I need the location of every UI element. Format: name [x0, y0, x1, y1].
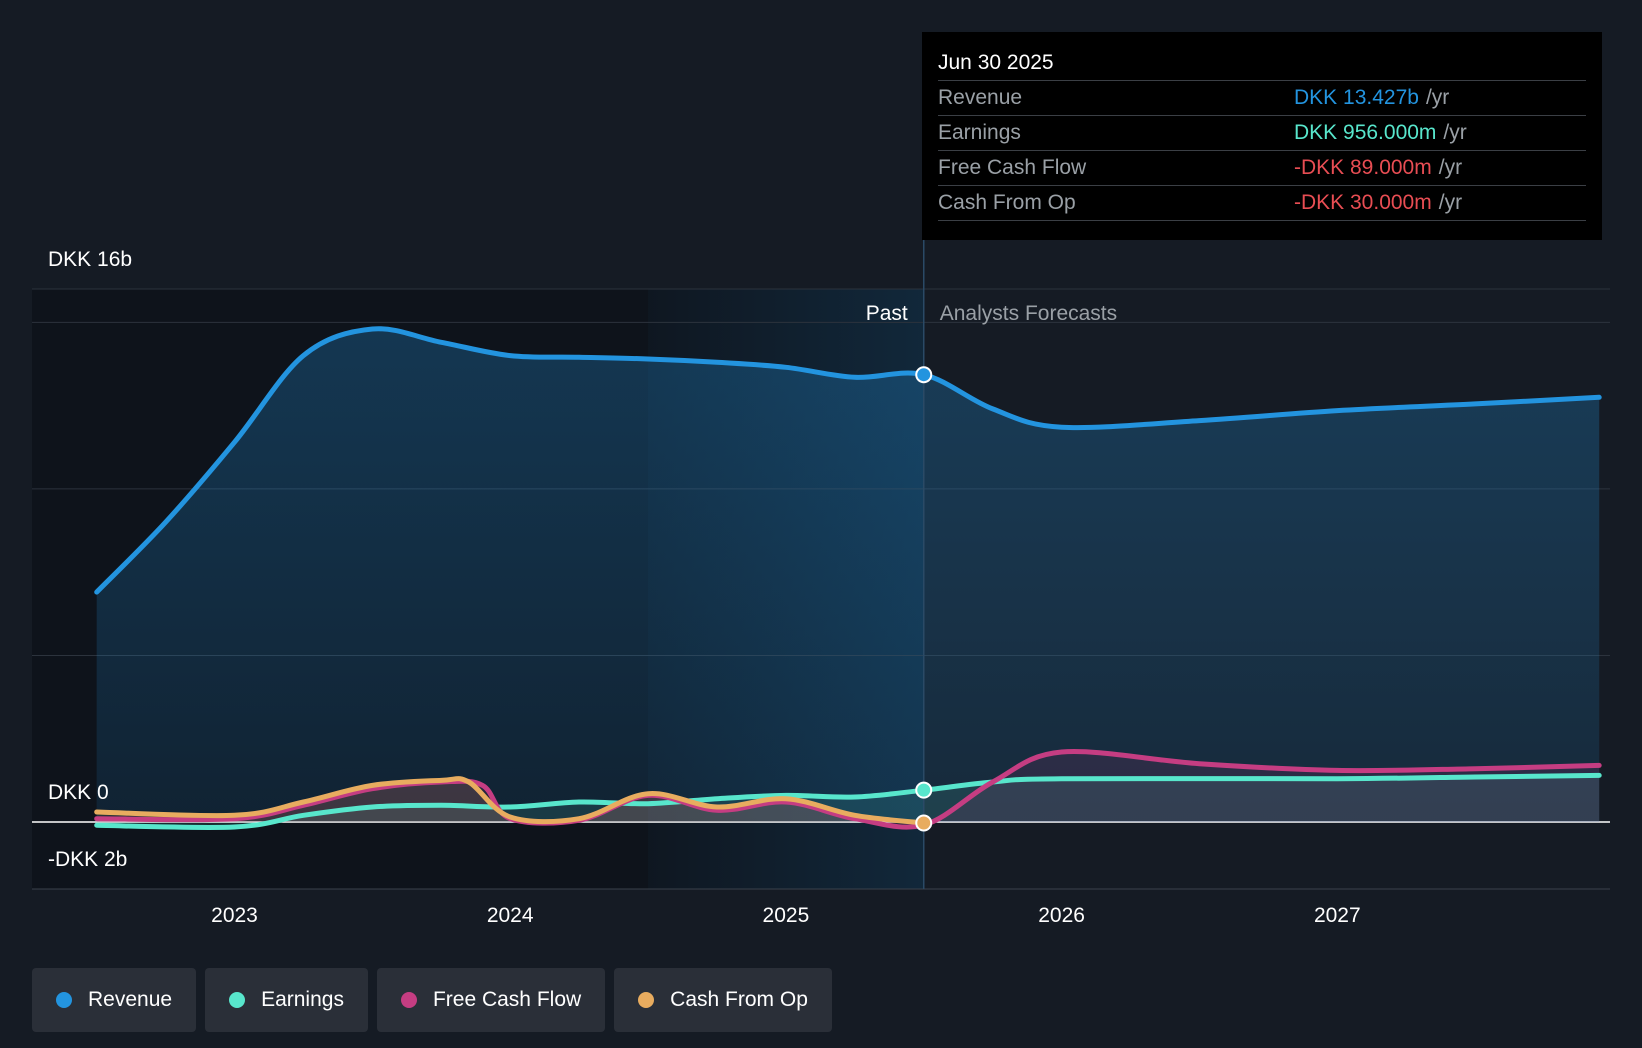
tooltip: Jun 30 2025 Revenue DKK 13.427b /yr Earn…	[922, 32, 1602, 240]
earnings-area	[96, 775, 1600, 828]
x-tick-label: 2024	[487, 904, 534, 927]
tooltip-row-free-cash-flow: Free Cash Flow -DKK 89.000m /yr	[938, 150, 1586, 185]
tooltip-value: DKK 13.427b	[1294, 86, 1419, 109]
legend-label: Cash From Op	[670, 988, 808, 1011]
past-label: Past	[866, 302, 908, 325]
legend-item-revenue[interactable]: Revenue	[32, 968, 197, 1032]
legend: Revenue Earnings Free Cash Flow Cash Fro…	[32, 968, 832, 1032]
legend-dot-icon	[638, 992, 655, 1008]
tooltip-unit: /yr	[1443, 121, 1467, 144]
tooltip-value: DKK 956.000m	[1294, 121, 1437, 144]
cash-from-op-marker	[915, 814, 933, 832]
cash-from-op-line	[94, 776, 927, 826]
tooltip-row-cash-from-op: Cash From Op -DKK 30.000m /yr	[938, 185, 1586, 221]
tooltip-value: -DKK 30.000m	[1294, 191, 1432, 214]
marker-layer	[915, 366, 933, 832]
legend-dot-icon	[229, 992, 246, 1008]
tooltip-row-earnings: Earnings DKK 956.000m /yr	[938, 115, 1586, 150]
legend-item-cash-from-op[interactable]: Cash From Op	[614, 968, 832, 1032]
line-layer	[94, 326, 1602, 830]
legend-label: Free Cash Flow	[432, 988, 582, 1011]
legend-item-earnings[interactable]: Earnings	[205, 968, 368, 1032]
tooltip-label: Earnings	[938, 121, 1021, 144]
legend-item-free-cash-flow[interactable]: Free Cash Flow	[376, 968, 606, 1032]
tooltip-unit: /yr	[1438, 156, 1463, 179]
x-tick-label: 2025	[763, 904, 810, 927]
legend-label: Revenue	[88, 988, 173, 1011]
free-cash-flow-line	[94, 749, 1602, 830]
tooltip-date: Jun 30 2025	[938, 51, 1054, 74]
x-tick-label: 2023	[211, 904, 258, 927]
y-tick-label: DKK 16b	[48, 248, 132, 271]
tooltip-label: Revenue	[938, 86, 1023, 109]
tooltip-label: Cash From Op	[938, 191, 1076, 214]
legend-dot-icon	[56, 992, 72, 1008]
x-tick-label: 2026	[1038, 904, 1085, 927]
legend-dot-icon	[400, 992, 417, 1008]
area-layer	[96, 328, 1600, 828]
earnings-marker	[915, 781, 933, 799]
tooltip-label: Free Cash Flow	[938, 156, 1087, 179]
tooltip-row-revenue: Revenue DKK 13.427b /yr	[938, 80, 1586, 115]
earnings-line	[94, 772, 1602, 830]
label-layer: DKK 16b DKK 0 -DKK 2b 2023 2024 2025 2026 2027 P…	[48, 248, 1361, 927]
y-tick-label: -DKK 2b	[48, 848, 127, 871]
revenue-line	[94, 326, 1602, 595]
x-tick-label: 2027	[1314, 904, 1361, 927]
revenue-area	[96, 328, 1600, 822]
tooltip-unit: /yr	[1438, 191, 1463, 214]
legend-label: Earnings	[261, 988, 344, 1011]
tooltip-value: -DKK 89.000m	[1294, 156, 1432, 179]
forecast-label: Analysts Forecasts	[940, 302, 1117, 325]
revenue-marker	[915, 366, 933, 384]
y-tick-label: DKK 0	[48, 781, 109, 804]
tooltip-unit: /yr	[1425, 86, 1450, 109]
